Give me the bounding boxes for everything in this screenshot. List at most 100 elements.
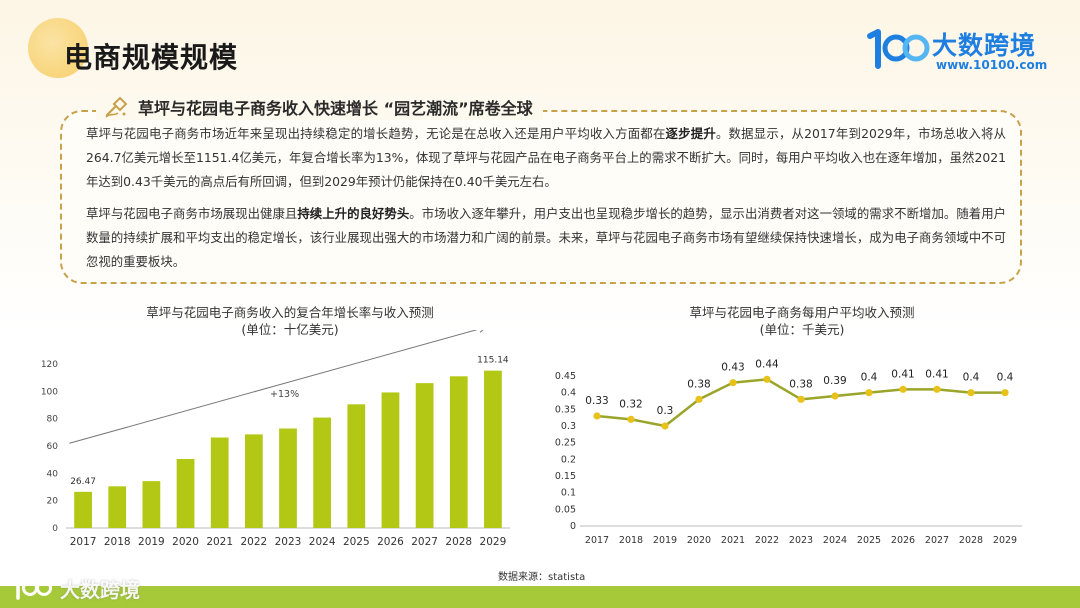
bar-y-tick-label: 80 (47, 415, 59, 425)
section-heading: 草坪与花园电子商务收入快速增长 “园艺潮流”席卷全球 (96, 94, 543, 120)
line-data-label: 0.43 (721, 362, 744, 374)
data-point (729, 379, 737, 387)
section-title: 草坪与花园电子商务收入快速增长 “园艺潮流”席卷全球 (138, 99, 533, 118)
footer-logo-text: 大数跨境 (60, 578, 140, 602)
bar-x-tick-label: 2022 (240, 536, 267, 548)
data-point (831, 392, 839, 400)
line-y-tick-label: 0.15 (555, 471, 576, 482)
brand-logo[interactable]: 大数跨境 www.10100.com (864, 24, 1054, 78)
line-y-tick-label: 0.25 (555, 438, 576, 449)
data-point (627, 415, 635, 423)
bar (74, 491, 92, 528)
data-point (661, 422, 669, 430)
data-point (763, 375, 771, 383)
data-source: 数据来源：statista (498, 572, 586, 583)
bar (108, 486, 127, 528)
bar (381, 392, 400, 528)
line-y-tick-label: 0.35 (555, 404, 576, 415)
bar (176, 458, 195, 528)
growth-trend-arrow (69, 330, 478, 444)
paragraph-1: 草坪与花园电子商务市场近年来呈现出持续稳定的增长趋势，无论是在总收入还是用户平均… (86, 122, 1006, 194)
line-x-tick-label: 2017 (585, 535, 609, 546)
line-data-label: 0.33 (585, 395, 608, 407)
gardening-shovel-icon (105, 96, 128, 118)
bar-x-tick-label: 2028 (445, 536, 472, 548)
line-data-label: 0.4 (861, 372, 878, 384)
line-x-tick-label: 2020 (687, 535, 711, 546)
line-data-label: 0.3 (657, 405, 674, 417)
data-point (695, 395, 703, 403)
line-x-tick-label: 2025 (857, 535, 881, 546)
line-data-label: 0.4 (963, 372, 980, 384)
brand-name: 大数跨境 (932, 31, 1037, 60)
line-x-tick-label: 2022 (755, 535, 779, 546)
bar-chart-title-block: 草坪与花园电子商务收入的复合年增长率与收入预测 (单位：十亿美元) (120, 304, 460, 338)
bar-x-tick-label: 2024 (309, 536, 336, 548)
bar-x-tick-label: 2018 (104, 536, 131, 548)
bar-chart-unit: (单位：十亿美元) (241, 322, 339, 337)
line-x-tick-label: 2023 (789, 535, 813, 546)
line-x-tick-label: 2024 (823, 535, 847, 546)
bar (244, 434, 263, 528)
line-y-tick-label: 0.1 (561, 488, 576, 499)
data-point (797, 395, 805, 403)
data-point (967, 389, 975, 397)
line-data-label: 0.41 (925, 368, 948, 380)
p1-emphasis: 逐步提升 (665, 126, 716, 141)
bar (313, 417, 332, 528)
line-data-label: 0.38 (789, 378, 812, 390)
line-chart-title-block: 草坪与花园电子商务每用户平均收入预测 (单位：千美元) (632, 304, 972, 338)
data-point (1001, 389, 1009, 397)
footer-brand-mark-icon (11, 575, 52, 600)
line-x-tick-label: 2018 (619, 535, 643, 546)
page-title: 电商规模规模 (64, 41, 239, 74)
line-y-tick-label: 0.4 (561, 388, 576, 399)
bar-y-tick-label: 20 (47, 497, 59, 507)
data-point (593, 412, 601, 420)
bar-x-tick-label: 2023 (275, 536, 302, 548)
bar (279, 428, 297, 528)
line-y-tick-label: 0.3 (561, 421, 576, 432)
line-x-tick-label: 2028 (959, 535, 983, 546)
line-x-tick-label: 2029 (993, 535, 1017, 546)
line-x-tick-label: 2027 (925, 535, 949, 546)
p1-text-a: 草坪与花园电子商务市场近年来呈现出持续稳定的增长趋势，无论是在总收入还是用户平均… (86, 126, 666, 141)
data-point (933, 385, 941, 393)
line-chart: 0 0.05 0.1 0.15 0.2 0.25 0.3 0.35 0.4 0.45 0.33 201… (555, 358, 1022, 546)
bar-x-tick-label: 2017 (70, 536, 97, 548)
bar-data-label: 115.14 (477, 356, 509, 366)
bar-x-tick-label: 2019 (138, 536, 165, 548)
line-y-tick-label: 0.2 (561, 454, 576, 465)
footer-bar (0, 586, 1080, 608)
brand-url[interactable]: www.10100.com (936, 58, 1048, 72)
line-x-tick-label: 2026 (891, 535, 915, 546)
decorative-circle (28, 18, 88, 78)
bar-y-tick-label: 60 (47, 442, 59, 452)
line-y-tick-label: 0.05 (555, 504, 576, 515)
bar-x-tick-label: 2020 (172, 536, 199, 548)
line-chart-title: 草坪与花园电子商务每用户平均收入预测 (689, 305, 915, 320)
bar-chart-title: 草坪与花园电子商务收入的复合年增长率与收入预测 (146, 305, 434, 320)
line-data-label: 0.41 (891, 368, 914, 380)
bar (415, 383, 434, 528)
growth-arrowhead (479, 330, 484, 333)
summary-box (60, 110, 1022, 284)
bar-data-label: 26.47 (70, 477, 96, 487)
line-y-tick-label: 0 (570, 521, 576, 532)
p2-text-a: 草坪与花园电子商务市场展现出健康且 (86, 206, 298, 221)
bar-x-tick-label: 2026 (377, 536, 404, 548)
bar-y-tick-label: 100 (41, 387, 58, 397)
bar-y-tick-label: 0 (52, 524, 58, 534)
bar-y-tick-label: 40 (47, 469, 59, 479)
bar-x-tick-label: 2029 (480, 536, 507, 548)
bar-x-tick-label: 2021 (206, 536, 233, 548)
bar (210, 437, 229, 528)
p1-text-b: 。数据显示，从2017年到2029年，市场总收入将从264.7亿美元增长至115… (86, 126, 1007, 189)
paragraph-2: 草坪与花园电子商务市场展现出健康且持续上升的良好势头。市场收入逐年攀升，用户支出… (86, 202, 1006, 274)
data-point (865, 389, 873, 397)
bar (484, 370, 502, 528)
p2-emphasis: 持续上升的良好势头 (297, 206, 410, 221)
bar-y-tick-label: 120 (41, 360, 58, 370)
data-point (899, 385, 907, 393)
line-data-label: 0.44 (755, 358, 779, 370)
